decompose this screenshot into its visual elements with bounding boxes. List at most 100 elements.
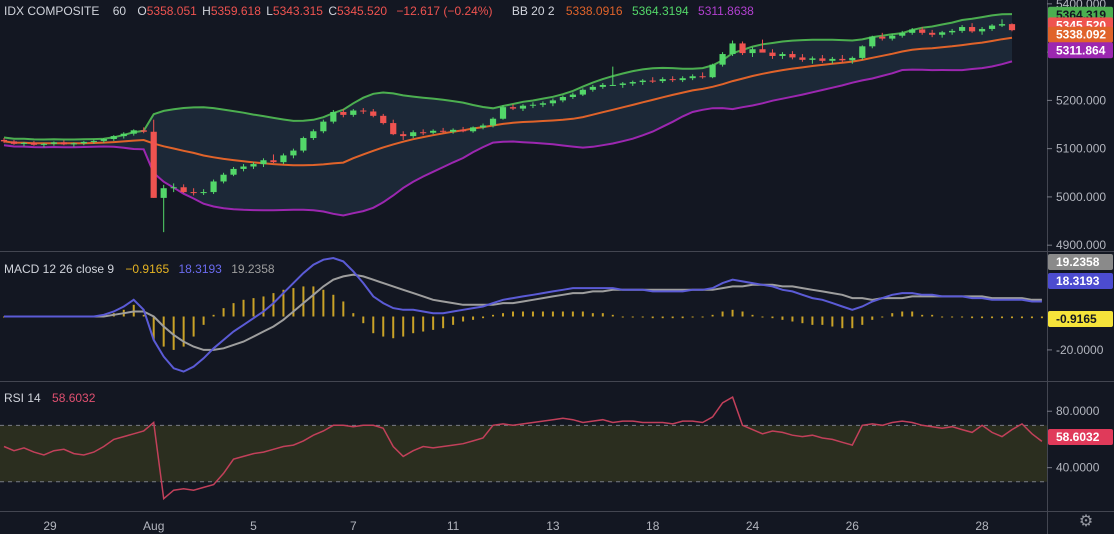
candle-body — [70, 143, 77, 145]
macd-hist-bar — [272, 293, 275, 317]
macd-hist-bar — [801, 316, 804, 324]
candle-body — [390, 123, 397, 135]
macd-hist-bar — [472, 316, 475, 320]
time-tick-label: 29 — [43, 519, 57, 533]
time-tick-label: Aug — [143, 519, 164, 533]
candle-body — [469, 127, 477, 132]
macd-label[interactable]: MACD 12 26 close 9 — [4, 262, 115, 276]
candle-body — [949, 30, 956, 33]
macd-hist-bar — [591, 313, 594, 317]
candle-body — [360, 110, 367, 112]
candle-body — [479, 125, 487, 128]
candle-body — [240, 166, 247, 169]
macd-hist-bar — [372, 316, 375, 334]
candle-body — [689, 76, 696, 79]
macd-hist-bar — [891, 313, 894, 317]
candle-body — [40, 143, 48, 145]
candle-body — [190, 192, 197, 194]
candle-body — [649, 80, 656, 82]
macd-hist-bar — [242, 299, 245, 317]
macd-hist-bar — [811, 316, 814, 325]
macd-hist-bar — [961, 316, 964, 318]
macd-hist-bar — [1011, 316, 1013, 319]
candle-body — [110, 136, 117, 139]
macd-hist-bar — [611, 314, 614, 317]
candle-body — [410, 132, 417, 137]
macd-signal-line — [4, 273, 1042, 351]
interval-label[interactable]: 60 — [112, 4, 127, 18]
macd-hist-bar — [671, 316, 674, 319]
macd-hist-bar — [861, 316, 864, 325]
macd-hist-bar — [1001, 316, 1004, 319]
candle-body — [719, 54, 726, 65]
macd-hist-bar — [292, 288, 295, 317]
macd-hist-bar — [721, 311, 724, 317]
rsi-band-fill — [0, 425, 1047, 482]
macd-hist-bar — [192, 316, 195, 337]
macd-hist-bar — [921, 314, 924, 317]
bb-label[interactable]: BB 20 2 — [511, 4, 555, 18]
candle-body — [150, 131, 157, 198]
macd-hist-bar — [931, 314, 934, 317]
macd-hist-bar — [621, 316, 624, 318]
candle-body — [140, 130, 147, 132]
candle-body — [869, 36, 876, 47]
candle-body — [509, 107, 517, 109]
macd-hist-bar — [302, 286, 305, 317]
candle-body — [978, 28, 986, 32]
candle-body — [60, 142, 67, 145]
macd-hist-bar — [581, 311, 584, 317]
candle-body — [430, 130, 437, 133]
candle-body — [80, 141, 87, 144]
candle-body — [420, 132, 427, 134]
time-tick-label: 13 — [546, 519, 560, 533]
candle-body — [280, 155, 287, 163]
macd-hist-bar — [541, 311, 544, 317]
macd-hist-bar — [771, 316, 774, 319]
time-tick-label: 24 — [746, 519, 760, 533]
macd-hist-bar — [1020, 316, 1023, 319]
rsi-tick-label: 80.0000 — [1056, 404, 1100, 418]
macd-hist-bar — [442, 316, 445, 329]
candle-body — [1008, 24, 1016, 31]
open-key: O — [137, 4, 147, 18]
macd-hist-bar — [212, 314, 215, 317]
price-tick-label: 5400.000 — [1056, 0, 1106, 11]
macd-hist-bar — [941, 316, 944, 318]
rsi-legend: RSI 14 58.6032 — [4, 391, 97, 405]
macd-hist-bar — [1040, 316, 1043, 319]
settings-gear-icon[interactable]: ⚙ — [1078, 513, 1094, 530]
macd-hist-bar — [751, 314, 754, 317]
macd-hist-bar — [521, 311, 524, 317]
candle-body — [170, 187, 177, 189]
candle-body — [749, 49, 756, 54]
tag-rsi: 58.6032 — [1056, 430, 1100, 444]
macd-hist-bar — [661, 316, 664, 319]
candle-body — [699, 76, 706, 78]
rsi-label[interactable]: RSI 14 — [4, 391, 41, 405]
candle-body — [50, 142, 57, 144]
candle-body — [769, 52, 776, 56]
candle-body — [998, 24, 1006, 26]
macd-hist-bar — [282, 289, 285, 317]
candle-body — [90, 140, 97, 142]
macd-hist-bar — [162, 316, 165, 347]
candle-body — [629, 82, 636, 84]
candle-body — [839, 58, 846, 61]
symbol-label[interactable]: IDX COMPOSITE — [4, 4, 100, 18]
macd-hist-bar — [681, 316, 684, 319]
tag-bb-basis: 5338.092 — [1056, 28, 1106, 42]
candle-body — [639, 80, 646, 83]
macd-hist-bar — [571, 311, 574, 317]
candle-body — [300, 138, 307, 151]
candle-body — [988, 25, 996, 29]
candle-body — [779, 54, 786, 56]
candle-body — [499, 107, 507, 119]
macd-hist-bar — [352, 313, 355, 317]
low-key: L — [266, 4, 273, 18]
candle-body — [270, 160, 277, 163]
macd-hist-bar — [561, 311, 564, 317]
macd-hist-bar — [322, 289, 325, 317]
macd-hist-bar — [701, 316, 704, 318]
